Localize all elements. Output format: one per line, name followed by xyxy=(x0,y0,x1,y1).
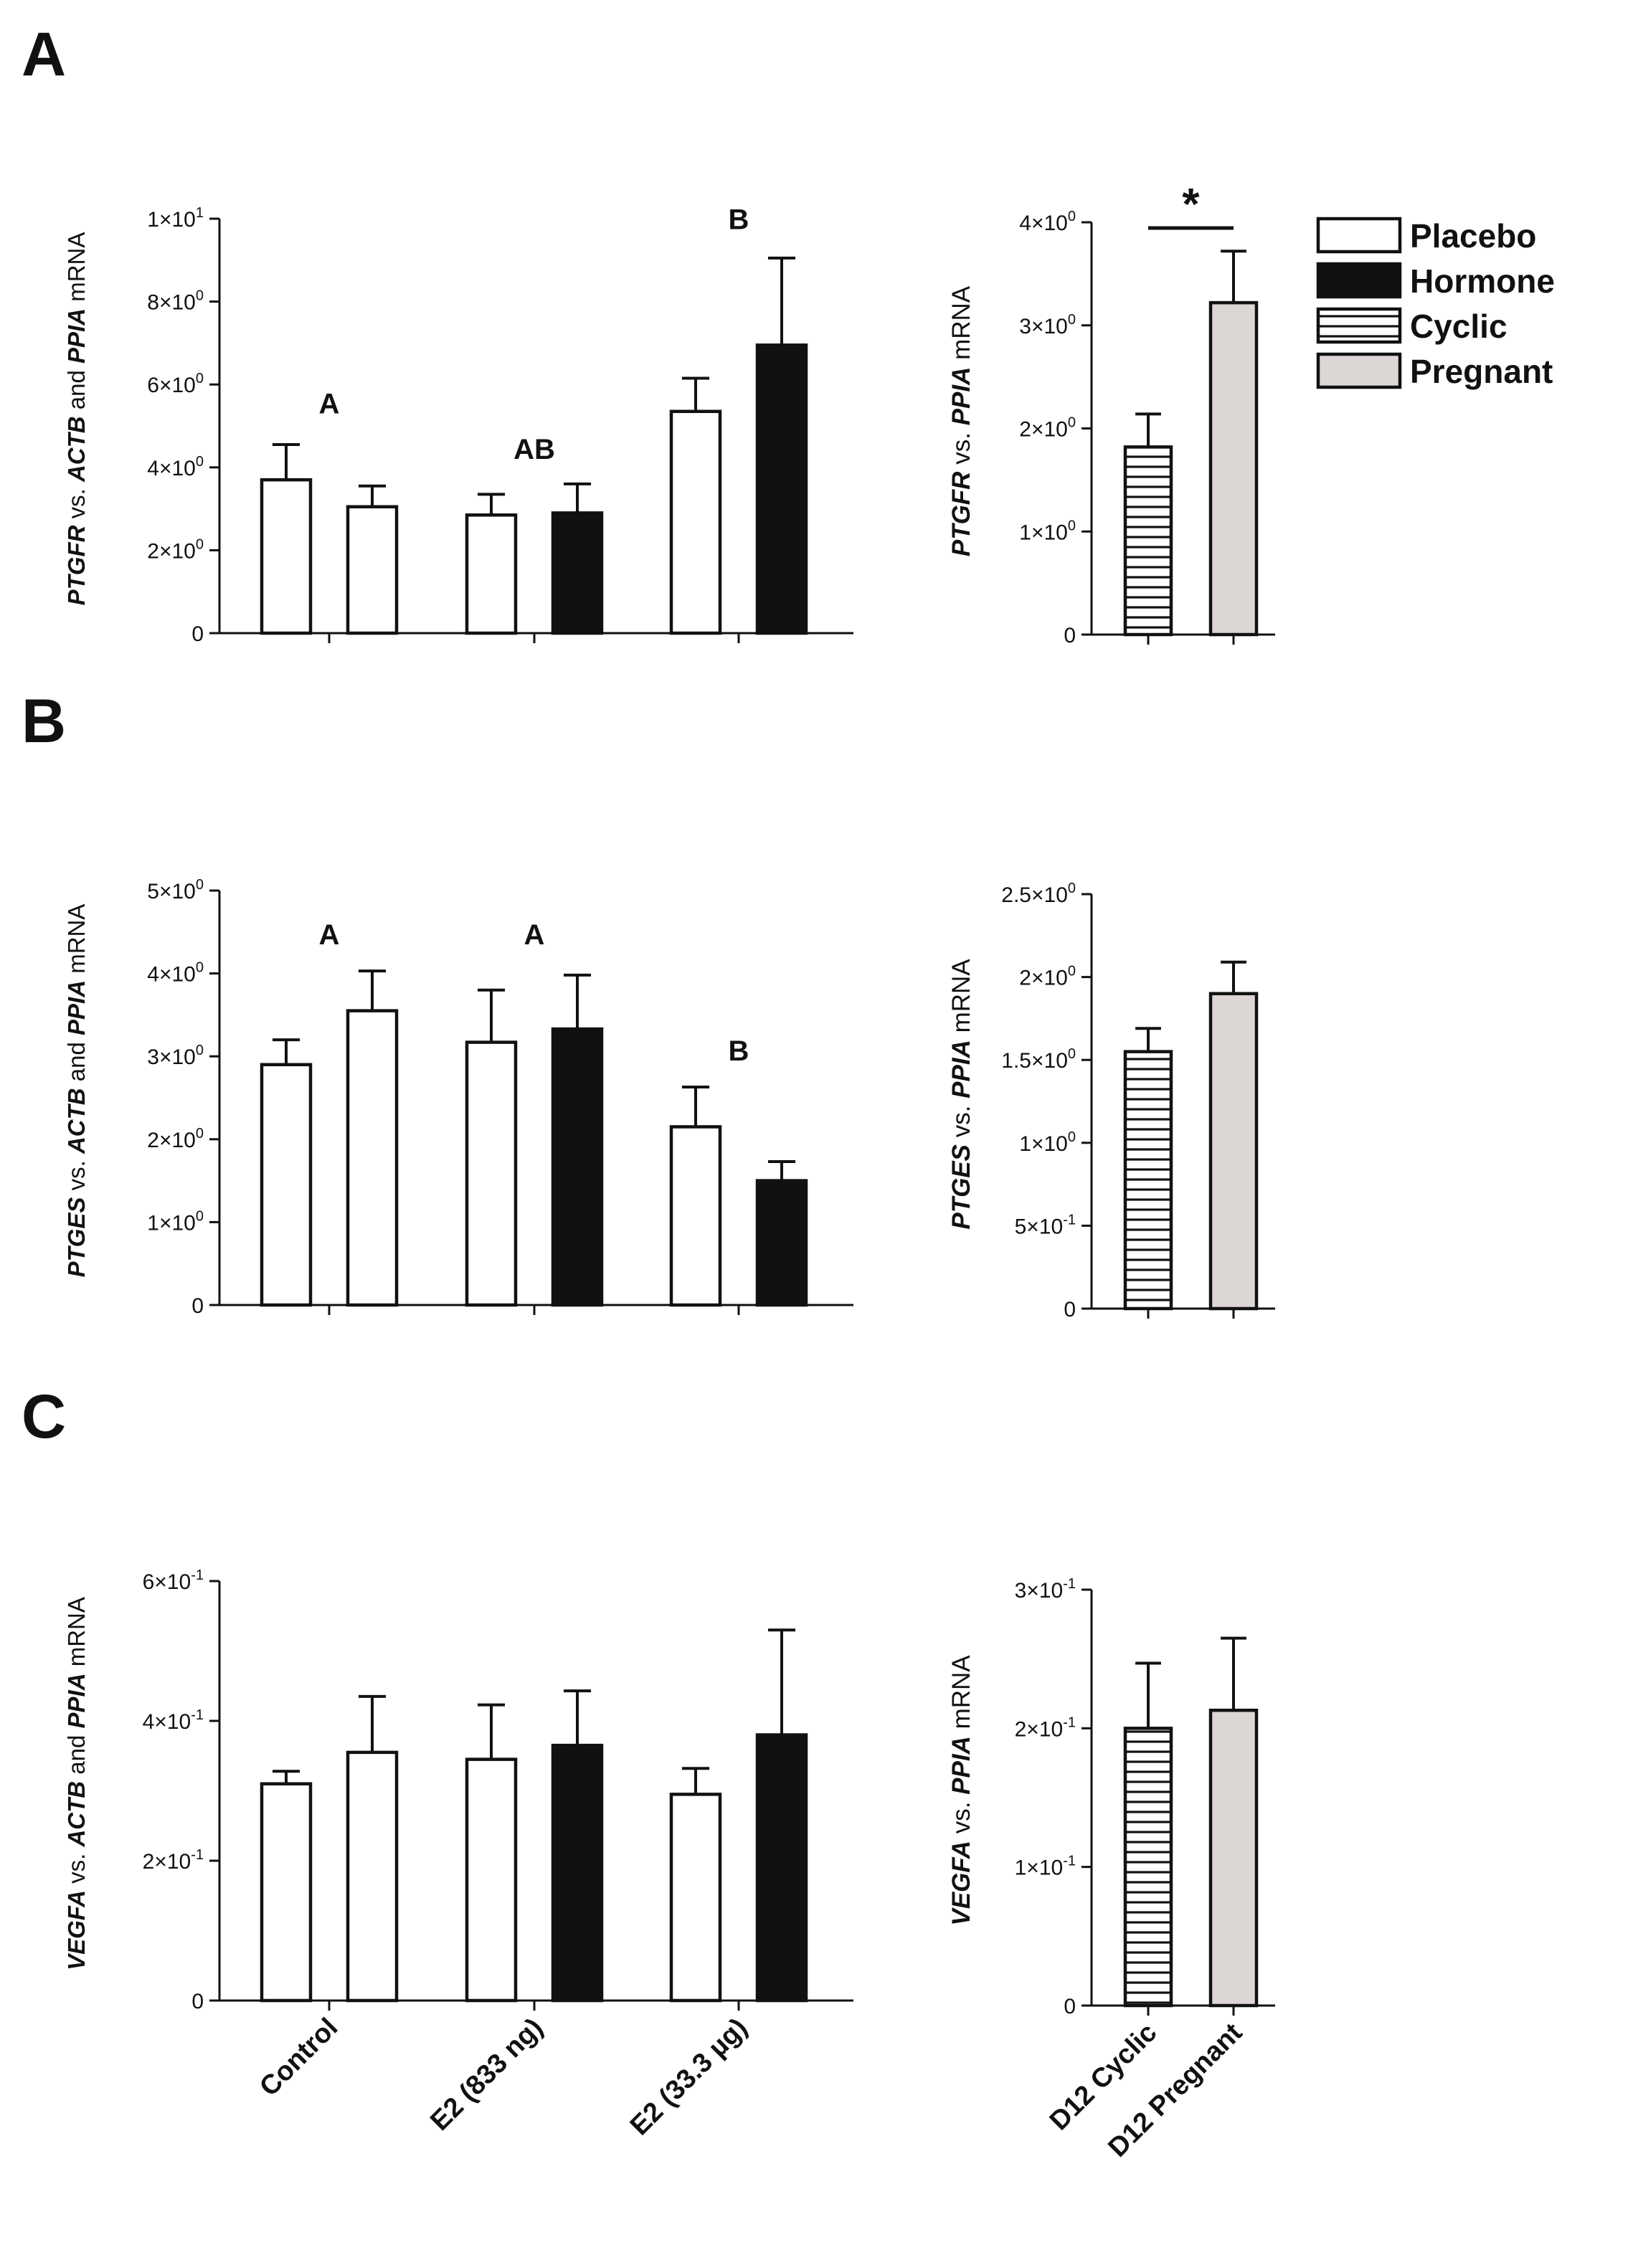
panel-a-right-ylabel: PTGFR vs. PPIA mRNA xyxy=(947,285,975,556)
panel-c-left-ylabel: VEGFA vs. ACTB and PPIA mRNA xyxy=(63,1597,90,1970)
panel-a-right-ytick-label: 1×100 xyxy=(1019,518,1076,544)
x-label-left: E2 (33.3 µg) xyxy=(625,2013,754,2142)
panel-a-left-ytick-label: 8×100 xyxy=(147,288,204,315)
panel-a-left-bar-0-0 xyxy=(260,478,313,635)
panel-a-left-bar-1-0 xyxy=(465,513,518,635)
panel-b-left-group-label: A xyxy=(524,919,545,951)
panel-b-right-ytick-label: 2.5×100 xyxy=(1001,881,1076,907)
panel-b-right-ylabel: PTGES vs. PPIA mRNA xyxy=(947,959,975,1230)
panel-a-left-bar-0-1 xyxy=(346,505,399,635)
panel-c-right: 0 1×10-1 2×10-1 3×10-1 VEGFA vs. PPIA mRNA xyxy=(947,1576,1275,2018)
panel-c-right-ytick-label: 2×10-1 xyxy=(1015,1714,1076,1741)
panel-a-left-ytick-label: 0 xyxy=(191,622,204,646)
legend-swatch-hormone xyxy=(1316,262,1402,299)
panel-b-left-ytick-label: 5×100 xyxy=(147,877,204,903)
panel-c-left-bar-0-0 xyxy=(260,1782,313,2003)
panel-b-left-bar-2-1 xyxy=(755,1179,808,1307)
panel-b-left-ytick-label: 0 xyxy=(191,1294,204,1318)
panel-a-right-ytick-label: 2×100 xyxy=(1019,415,1076,442)
panel-c-left-ytick-label: 4×10-1 xyxy=(143,1707,204,1734)
panel-b-left-ylabel: PTGES vs. ACTB and PPIA mRNA xyxy=(63,904,90,1278)
panel-b-left-group-label: A xyxy=(319,919,340,951)
x-label-left: Control xyxy=(254,2013,344,2102)
legend-label-placebo: Placebo xyxy=(1410,217,1536,255)
panel-b-right-bar-1 xyxy=(1208,992,1259,1311)
panel-a-left: A 0 2×100 4×100 6×100 8×100 1×101 A AB B PTGFR vs.… xyxy=(22,20,853,646)
panel-a-left-group-label: A xyxy=(319,389,340,420)
panel-a-left-ytick-label: 4×100 xyxy=(147,454,204,480)
panel-c-left-ytick-label: 0 xyxy=(191,1990,204,2013)
panel-c-left-bar-1-1 xyxy=(551,1743,604,2003)
panel-c-right-ytick-label: 1×10-1 xyxy=(1015,1854,1076,1880)
panel-b-left-ytick-label: 2×100 xyxy=(147,1126,204,1152)
panel-a-right-ytick-label: 4×100 xyxy=(1019,209,1076,235)
panel-b-left: B 0 1×100 2×100 3×100 4×100 5×100 A A B PTGES vs. … xyxy=(22,687,853,1318)
panel-b-left-ytick-label: 1×100 xyxy=(147,1208,204,1235)
panel-c-left-bar-2-1 xyxy=(755,1733,808,2003)
panel-b-left-bar-1-1 xyxy=(551,1027,604,1307)
panel-a-right-bar-1 xyxy=(1208,300,1259,637)
panel-b-left-bar-0-0 xyxy=(260,1063,313,1307)
panel-a-left-bar-2-1 xyxy=(755,343,808,635)
x-label-left: E2 (833 ng) xyxy=(425,2013,549,2137)
panel-a-left-group-label: AB xyxy=(513,434,555,465)
panel-a-right-ytick-label: 0 xyxy=(1064,624,1076,647)
panel-c-right-ylabel: VEGFA vs. PPIA mRNA xyxy=(947,1655,975,1926)
panel-a-right: 0 1×100 2×100 3×100 4×100 * PTGFR vs. PPIA mRN… xyxy=(947,180,1275,647)
legend-swatch-placebo xyxy=(1316,217,1402,254)
panel-b-right-ytick-label: 0 xyxy=(1064,1298,1076,1322)
legend-swatch-pregnant xyxy=(1316,352,1402,389)
panel-b-right-ytick-label: 2×100 xyxy=(1019,964,1076,990)
panel-c-right-ytick-label: 0 xyxy=(1064,1995,1076,2018)
panel-c-left-ytick-label: 6×10-1 xyxy=(143,1567,204,1594)
legend-label-pregnant: Pregnant xyxy=(1410,353,1553,390)
panel-b-left-bar-2-0 xyxy=(669,1125,722,1307)
panel-a-left-bar-2-0 xyxy=(669,409,722,635)
panel-c-left: C 0 2×10-1 4×10-1 6×10-1 VEGFA vs. ACTB and P… xyxy=(22,1382,853,2013)
panel-letter-a: A xyxy=(22,20,66,89)
panel-a-left-ytick-label: 6×100 xyxy=(147,371,204,397)
legend: Placebo Hormone Cyclic Pregnant xyxy=(1316,217,1555,390)
panel-b-right-bar-0 xyxy=(1123,1050,1173,1311)
panel-b-right: 0 5×10-1 1×100 1.5×100 2×100 2.5×100 PTGES vs.… xyxy=(947,881,1275,1322)
panel-b-left-group-label: B xyxy=(729,1035,749,1067)
panel-a-right-ytick-label: 3×100 xyxy=(1019,312,1076,338)
panel-c-right-bar-0 xyxy=(1123,1727,1173,2008)
panel-c-left-ytick-label: 2×10-1 xyxy=(143,1847,204,1874)
panel-b-left-bar-1-0 xyxy=(465,1040,518,1307)
panel-a-left-ylabel: PTGFR vs. ACTB and PPIA mRNA xyxy=(63,232,90,606)
panel-b-right-ytick-label: 1×100 xyxy=(1019,1129,1076,1156)
panel-a-right-bar-0 xyxy=(1123,445,1173,637)
panel-a-left-bar-1-1 xyxy=(551,511,604,635)
panel-b-left-ytick-label: 3×100 xyxy=(147,1043,204,1069)
panel-c-right-bar-1 xyxy=(1208,1708,1259,2008)
legend-label-cyclic: Cyclic xyxy=(1410,308,1507,345)
panel-a-right-sig-star: * xyxy=(1182,180,1200,229)
panel-b-left-bar-0-1 xyxy=(346,1009,399,1307)
panel-letter-c: C xyxy=(22,1382,66,1451)
panel-a-left-ytick-label: 2×100 xyxy=(147,536,204,563)
panel-c-left-bar-0-1 xyxy=(346,1750,399,2003)
panel-c-left-bar-1-0 xyxy=(465,1757,518,2003)
panel-a-left-group-label: B xyxy=(729,204,749,235)
panel-c-left-bar-2-0 xyxy=(669,1793,722,2003)
legend-label-hormone: Hormone xyxy=(1410,262,1555,300)
panel-c-right-ytick-label: 3×10-1 xyxy=(1015,1576,1076,1603)
legend-swatch-cyclic xyxy=(1316,307,1402,344)
x-category-labels: Control E2 (833 ng) E2 (33.3 µg) D12 Cyclic… xyxy=(254,2013,1248,2163)
panel-a-left-ytick-label: 1×101 xyxy=(147,205,204,232)
panel-b-right-ytick-label: 1.5×100 xyxy=(1001,1046,1076,1073)
panel-b-right-ytick-label: 5×10-1 xyxy=(1015,1212,1076,1238)
panel-letter-b: B xyxy=(22,687,66,756)
panel-b-left-ytick-label: 4×100 xyxy=(147,960,204,987)
